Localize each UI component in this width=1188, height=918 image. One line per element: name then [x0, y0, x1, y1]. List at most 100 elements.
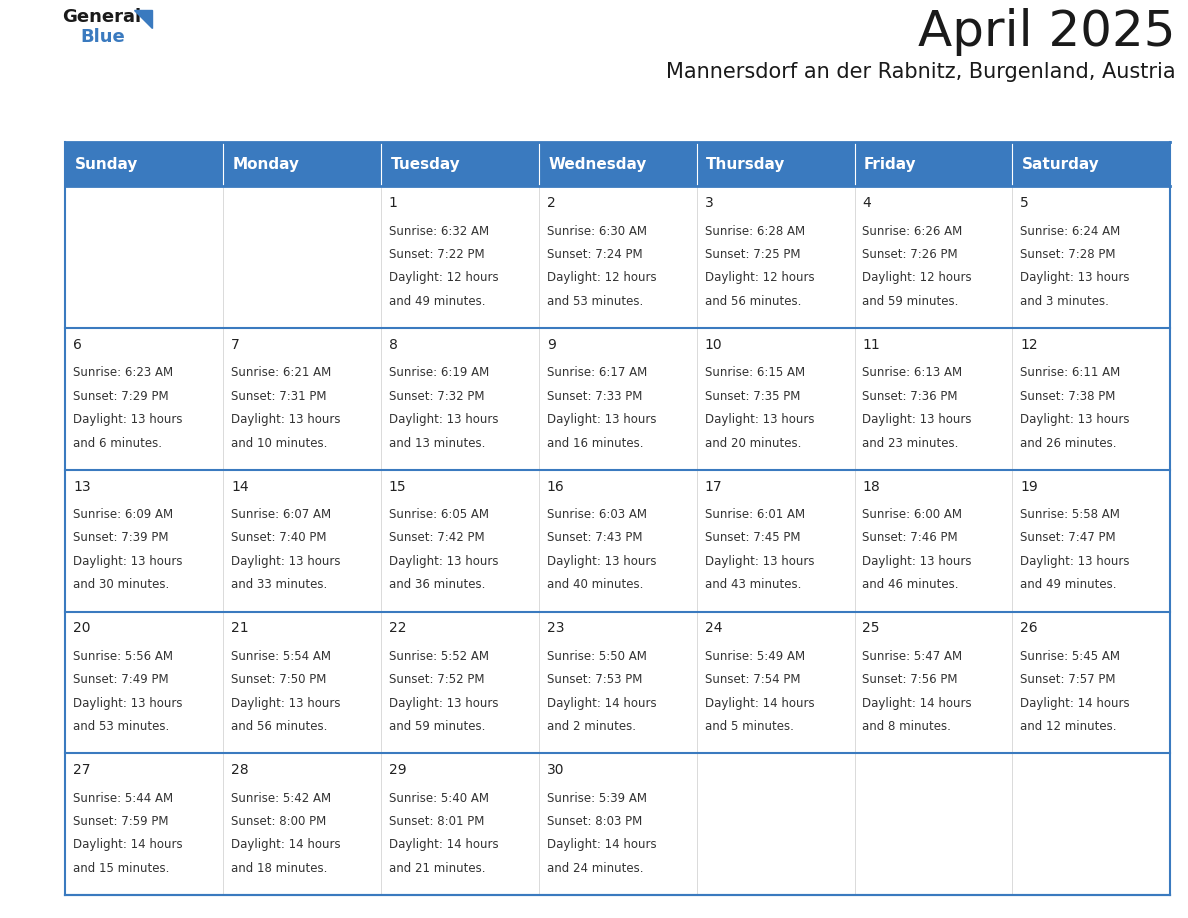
Text: Sunset: 7:50 PM: Sunset: 7:50 PM [230, 673, 327, 687]
Polygon shape [134, 10, 152, 28]
Bar [696, 611, 854, 754]
Text: and 12 minutes.: and 12 minutes. [1020, 720, 1117, 733]
Text: and 8 minutes.: and 8 minutes. [862, 720, 952, 733]
Text: Sunrise: 6:11 AM: Sunrise: 6:11 AM [1020, 366, 1120, 379]
Text: Daylight: 13 hours: Daylight: 13 hours [388, 554, 499, 568]
Text: 27: 27 [74, 763, 90, 778]
Text: Sunrise: 5:49 AM: Sunrise: 5:49 AM [704, 650, 804, 663]
Text: Daylight: 13 hours: Daylight: 13 hours [862, 413, 972, 426]
Text: Daylight: 13 hours: Daylight: 13 hours [1020, 272, 1130, 285]
Text: and 53 minutes.: and 53 minutes. [546, 295, 643, 308]
Text: and 15 minutes.: and 15 minutes. [74, 862, 170, 875]
Bar [381, 470, 539, 611]
Text: Sunset: 7:42 PM: Sunset: 7:42 PM [388, 532, 485, 544]
Text: 12: 12 [1020, 338, 1038, 352]
Text: Sunset: 8:03 PM: Sunset: 8:03 PM [546, 815, 642, 828]
Text: Sunrise: 6:28 AM: Sunrise: 6:28 AM [704, 225, 804, 238]
Text: Sunrise: 6:03 AM: Sunrise: 6:03 AM [546, 508, 646, 521]
Bar [223, 470, 381, 611]
Text: 20: 20 [74, 621, 90, 635]
Text: Saturday: Saturday [1022, 157, 1100, 172]
Text: 17: 17 [704, 480, 722, 494]
Text: Daylight: 13 hours: Daylight: 13 hours [546, 413, 656, 426]
Text: Friday: Friday [864, 157, 917, 172]
Text: Daylight: 13 hours: Daylight: 13 hours [704, 413, 814, 426]
Bar [223, 142, 381, 186]
Text: Sunrise: 5:42 AM: Sunrise: 5:42 AM [230, 791, 331, 804]
Text: Sunrise: 6:07 AM: Sunrise: 6:07 AM [230, 508, 331, 521]
Text: Sunrise: 6:15 AM: Sunrise: 6:15 AM [704, 366, 804, 379]
Text: Sunset: 7:47 PM: Sunset: 7:47 PM [1020, 532, 1116, 544]
Text: Sunset: 7:28 PM: Sunset: 7:28 PM [1020, 248, 1116, 261]
Text: Sunrise: 5:40 AM: Sunrise: 5:40 AM [388, 791, 489, 804]
Text: 29: 29 [388, 763, 406, 778]
Bar [223, 328, 381, 470]
Text: Sunset: 7:52 PM: Sunset: 7:52 PM [388, 673, 485, 687]
Bar [539, 328, 696, 470]
Text: Sunset: 7:31 PM: Sunset: 7:31 PM [230, 390, 327, 403]
Text: 23: 23 [546, 621, 564, 635]
Text: Daylight: 13 hours: Daylight: 13 hours [862, 554, 972, 568]
Bar [65, 611, 223, 754]
Text: Daylight: 13 hours: Daylight: 13 hours [546, 554, 656, 568]
Bar [65, 186, 223, 328]
Text: and 59 minutes.: and 59 minutes. [388, 720, 485, 733]
Bar [381, 754, 539, 895]
Text: Sunrise: 6:05 AM: Sunrise: 6:05 AM [388, 508, 489, 521]
Text: Sunset: 7:40 PM: Sunset: 7:40 PM [230, 532, 327, 544]
Text: 24: 24 [704, 621, 722, 635]
Text: Daylight: 14 hours: Daylight: 14 hours [546, 838, 656, 851]
Bar [854, 611, 1012, 754]
Text: Sunset: 7:26 PM: Sunset: 7:26 PM [862, 248, 958, 261]
Text: Sunset: 7:22 PM: Sunset: 7:22 PM [388, 248, 485, 261]
Text: 16: 16 [546, 480, 564, 494]
Bar [381, 611, 539, 754]
Text: Sunset: 7:56 PM: Sunset: 7:56 PM [862, 673, 958, 687]
Text: Daylight: 13 hours: Daylight: 13 hours [388, 413, 499, 426]
Text: Sunrise: 5:58 AM: Sunrise: 5:58 AM [1020, 508, 1120, 521]
Text: 1: 1 [388, 196, 398, 210]
Text: Daylight: 13 hours: Daylight: 13 hours [74, 697, 183, 710]
Bar [539, 611, 696, 754]
Text: and 18 minutes.: and 18 minutes. [230, 862, 328, 875]
Text: Sunset: 7:29 PM: Sunset: 7:29 PM [74, 390, 169, 403]
Text: Daylight: 13 hours: Daylight: 13 hours [230, 697, 341, 710]
Text: 8: 8 [388, 338, 398, 352]
Text: and 40 minutes.: and 40 minutes. [546, 578, 643, 591]
Bar [1012, 186, 1170, 328]
Text: Daylight: 12 hours: Daylight: 12 hours [546, 272, 656, 285]
Text: and 24 minutes.: and 24 minutes. [546, 862, 643, 875]
Text: Sunset: 7:38 PM: Sunset: 7:38 PM [1020, 390, 1116, 403]
Text: and 2 minutes.: and 2 minutes. [546, 720, 636, 733]
Text: Sunday: Sunday [75, 157, 138, 172]
Text: Sunrise: 5:52 AM: Sunrise: 5:52 AM [388, 650, 489, 663]
Bar [1012, 611, 1170, 754]
Text: 10: 10 [704, 338, 722, 352]
Text: 7: 7 [230, 338, 240, 352]
Text: Sunset: 7:36 PM: Sunset: 7:36 PM [862, 390, 958, 403]
Text: 15: 15 [388, 480, 406, 494]
Text: Sunrise: 6:17 AM: Sunrise: 6:17 AM [546, 366, 647, 379]
Text: 18: 18 [862, 480, 880, 494]
Bar [381, 328, 539, 470]
Text: 25: 25 [862, 621, 880, 635]
Text: General: General [62, 8, 141, 26]
Bar [65, 754, 223, 895]
Text: 3: 3 [704, 196, 713, 210]
Bar [223, 754, 381, 895]
Text: Daylight: 14 hours: Daylight: 14 hours [862, 697, 972, 710]
Text: and 20 minutes.: and 20 minutes. [704, 437, 801, 450]
Text: Sunrise: 5:54 AM: Sunrise: 5:54 AM [230, 650, 331, 663]
Text: Sunrise: 5:45 AM: Sunrise: 5:45 AM [1020, 650, 1120, 663]
Text: Sunrise: 6:00 AM: Sunrise: 6:00 AM [862, 508, 962, 521]
Text: and 5 minutes.: and 5 minutes. [704, 720, 794, 733]
Text: Daylight: 13 hours: Daylight: 13 hours [388, 697, 499, 710]
Text: Sunrise: 6:26 AM: Sunrise: 6:26 AM [862, 225, 962, 238]
Text: 2: 2 [546, 196, 556, 210]
Text: Sunset: 7:45 PM: Sunset: 7:45 PM [704, 532, 800, 544]
Text: Sunrise: 5:50 AM: Sunrise: 5:50 AM [546, 650, 646, 663]
Bar [854, 186, 1012, 328]
Bar [696, 470, 854, 611]
Bar [381, 142, 539, 186]
Text: Daylight: 14 hours: Daylight: 14 hours [230, 838, 341, 851]
